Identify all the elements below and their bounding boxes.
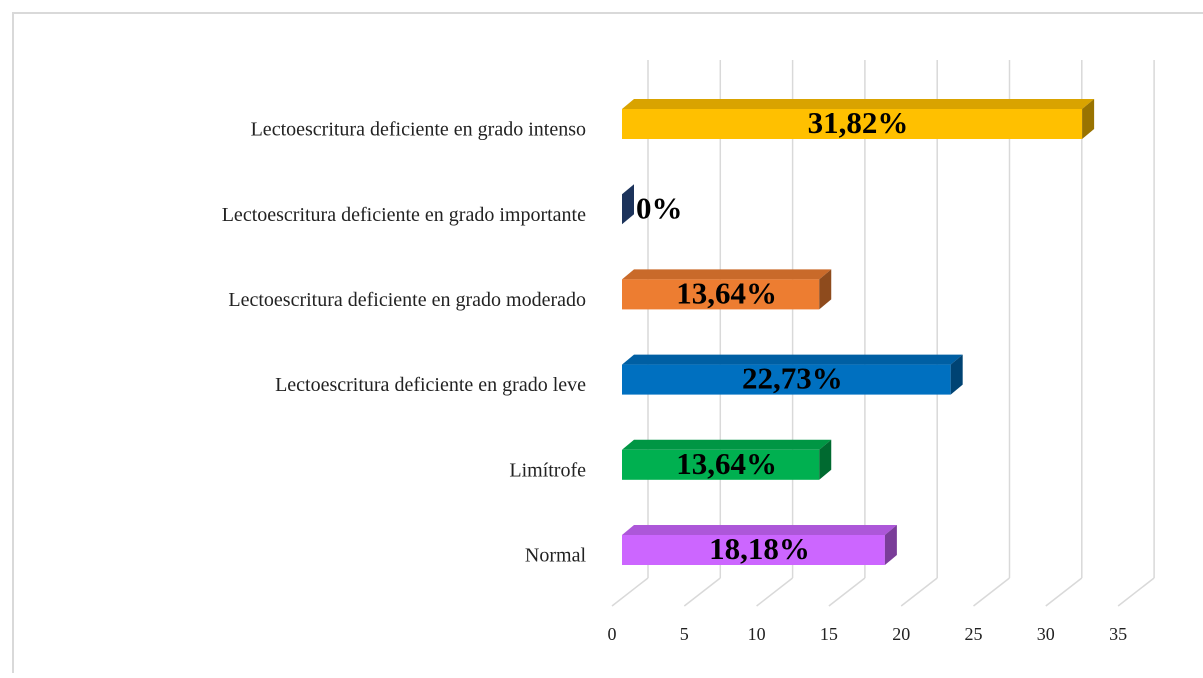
floor-line	[756, 577, 794, 607]
value-label: 13,64%	[676, 446, 777, 481]
bar	[622, 364, 951, 395]
y-tick-label: Normal	[525, 545, 587, 567]
y-tick-label: Lectoescritura deficiente en grado leve	[275, 374, 586, 396]
bar-top	[622, 99, 1095, 109]
value-label: 13,64%	[676, 276, 777, 311]
bar-side	[884, 525, 897, 565]
bar	[622, 535, 885, 565]
x-tick-label: 15	[820, 624, 838, 644]
bar-top	[622, 269, 832, 280]
bar-top	[622, 439, 832, 450]
x-tick-label: 5	[680, 624, 689, 644]
value-label: 0%	[636, 190, 683, 225]
floor-line	[973, 577, 1010, 607]
value-label: 31,82%	[808, 105, 909, 140]
floor-line	[828, 577, 866, 607]
bar-side	[950, 354, 963, 395]
x-tick-label: 25	[965, 624, 983, 644]
bar	[622, 109, 1083, 139]
y-tick-label: Lectoescritura deficiente en grado moder…	[228, 289, 586, 311]
value-label: 22,73%	[742, 361, 843, 396]
bar-side	[1082, 99, 1095, 139]
value-label: 18,18%	[709, 531, 810, 566]
floor-line	[611, 577, 649, 607]
bar	[622, 279, 820, 310]
floor-line	[1045, 577, 1083, 607]
bar-top	[622, 354, 963, 365]
y-tick-label: Lectoescritura deficiente en grado impor…	[222, 204, 586, 226]
floor-line	[683, 577, 721, 607]
x-tick-label: 30	[1037, 624, 1055, 644]
bar-side	[622, 184, 634, 225]
y-tick-label: Limítrofe	[509, 459, 586, 481]
y-tick-label: Lectoescritura deficiente en grado inten…	[251, 119, 586, 141]
x-tick-label: 35	[1109, 624, 1127, 644]
x-tick-label: 20	[892, 624, 910, 644]
bar-side	[819, 439, 832, 480]
x-tick-label: 10	[748, 624, 766, 644]
bar	[622, 449, 820, 480]
floor-line	[900, 577, 938, 607]
floor-line	[1117, 577, 1155, 607]
bar-top	[622, 525, 897, 535]
x-tick-label: 0	[608, 624, 617, 644]
bar-side	[819, 269, 832, 310]
